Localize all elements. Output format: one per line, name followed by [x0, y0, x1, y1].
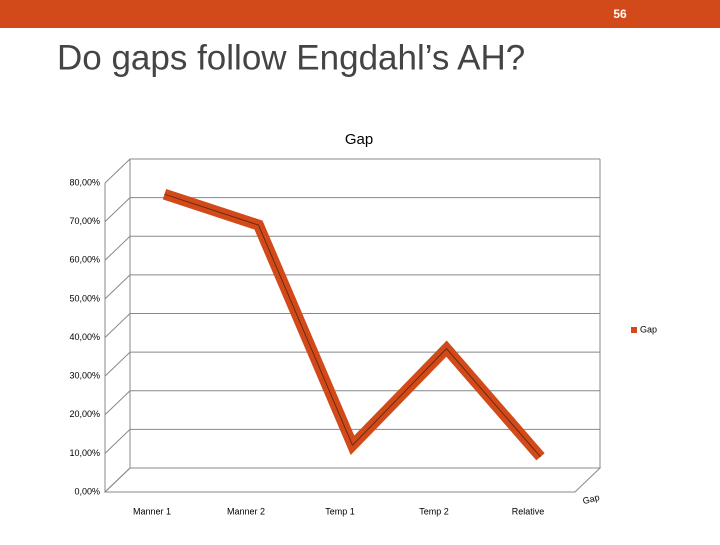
- series-line-edge: [164, 193, 541, 458]
- legend-swatch: [631, 327, 637, 333]
- grid-line: [104, 158, 600, 184]
- slide-title: Do gaps follow Engdahl’s AH?: [57, 38, 525, 77]
- y-tick-label: 0,00%: [74, 486, 100, 496]
- slide-number: 56: [613, 7, 627, 21]
- y-tick-label: 50,00%: [69, 293, 100, 303]
- grid-line: [104, 313, 600, 338]
- grid-line: [104, 235, 600, 261]
- plot: 0,00% 10,00% 20,00% 30,00% 40,00% 50,00% 60,00…: [69, 158, 657, 516]
- grid-line: [104, 428, 600, 454]
- y-tick-label: 30,00%: [69, 371, 100, 381]
- chart-title: Gap: [345, 131, 373, 148]
- top-bar: [0, 0, 720, 28]
- y-tick-label: 20,00%: [69, 409, 100, 419]
- x-tick-label: Relative: [512, 506, 545, 516]
- grid-line: [104, 467, 600, 493]
- depth-axis-label: Gap: [582, 492, 601, 506]
- x-tick-label: Manner 1: [133, 506, 171, 516]
- legend-label: Gap: [640, 324, 657, 334]
- grid-line: [104, 197, 600, 222]
- y-tick-label: 80,00%: [69, 177, 100, 187]
- grid-line: [104, 274, 600, 300]
- x-tick-label: Manner 2: [227, 506, 265, 516]
- grid-line: [104, 390, 600, 416]
- y-tick-label: 40,00%: [69, 332, 100, 342]
- y-tick-label: 10,00%: [69, 448, 100, 458]
- y-tick-label: 70,00%: [69, 216, 100, 226]
- y-tick-label: 60,00%: [69, 255, 100, 265]
- x-tick-label: Temp 1: [325, 506, 355, 516]
- x-tick-label: Temp 2: [419, 506, 449, 516]
